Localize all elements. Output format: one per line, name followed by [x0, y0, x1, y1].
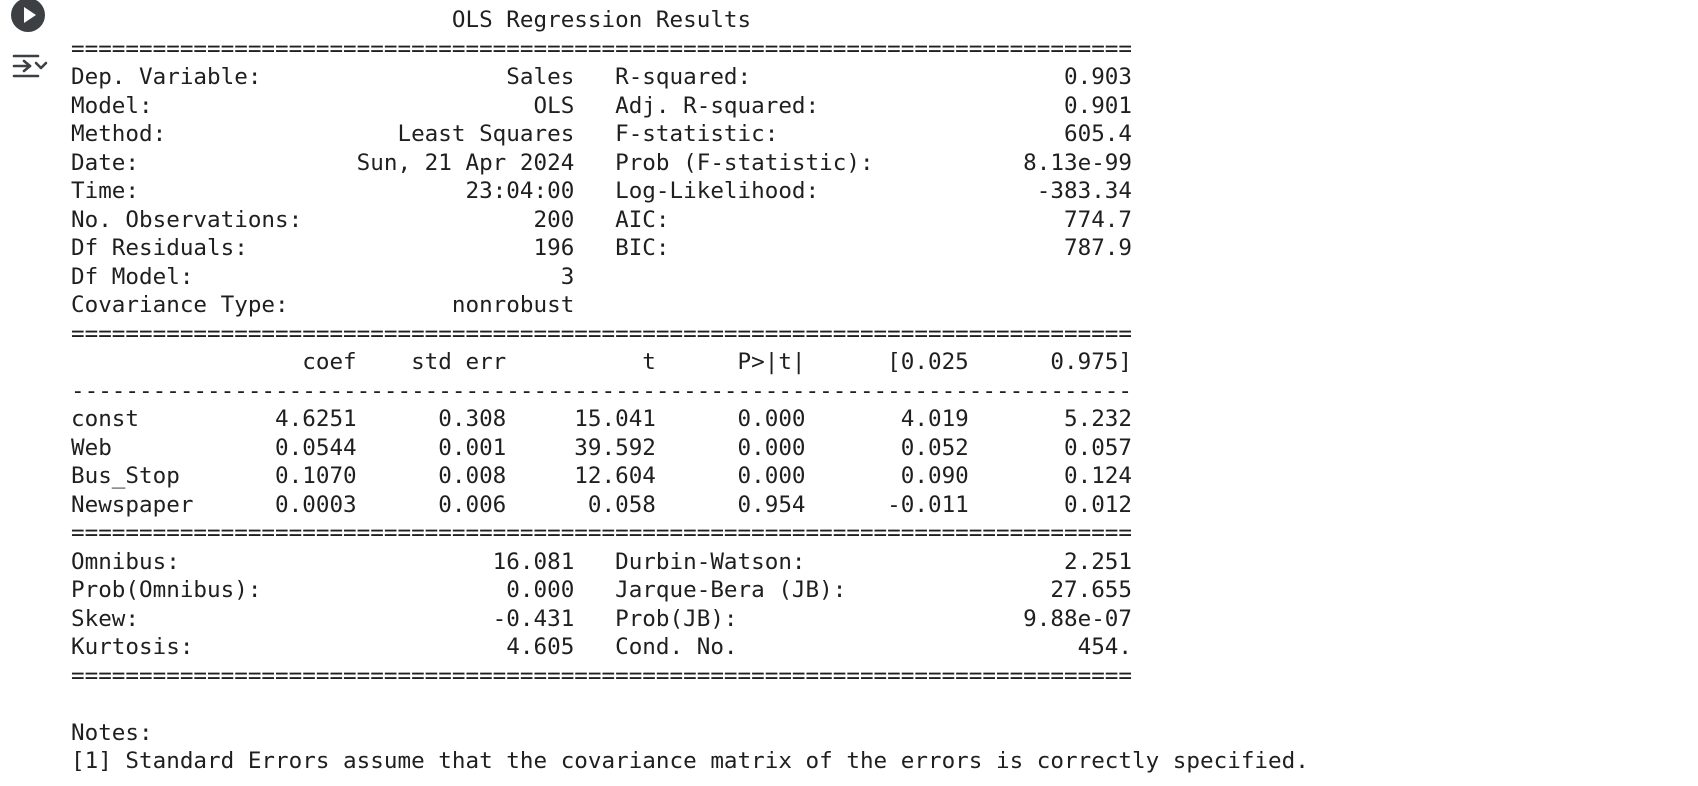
summary-title: OLS Regression Results: [71, 7, 1133, 33]
model-info-line: Dep. Variable: Sales R-squared: 0.903: [71, 64, 1133, 90]
coef-table-row: Web 0.0544 0.001 39.592 0.000 0.052 0.05…: [71, 434, 1133, 461]
separator-double: ========================================…: [71, 662, 1133, 689]
diagnostics-line: Omnibus: 16.081 Durbin-Watson: 2.251: [71, 548, 1133, 575]
output-actions-svg: [12, 54, 48, 78]
model-info-line: Covariance Type: nonrobust: [71, 292, 1133, 318]
blank-line: [71, 690, 1309, 719]
coef-table-header: coef std err t P>|t| [0.025 0.975]: [71, 349, 1133, 375]
run-cell-button[interactable]: [11, 0, 45, 32]
separator-double: ========================================…: [71, 320, 1133, 347]
cell-output: OLS Regression Results =================…: [71, 6, 1309, 776]
model-info-line: No. Observations: 200 AIC: 774.7: [71, 206, 1133, 233]
separator-double: ========================================…: [71, 520, 1133, 546]
model-info-line: Df Residuals: 196 BIC: 787.9: [71, 235, 1133, 261]
model-info-line: Method: Least Squares F-statistic: 605.4: [71, 121, 1133, 147]
diagnostics-line: Kurtosis: 4.605 Cond. No. 454.: [71, 634, 1133, 660]
separator-single: ----------------------------------------…: [71, 377, 1133, 404]
coef-table-row: const 4.6251 0.308 15.041 0.000 4.019 5.…: [71, 406, 1133, 432]
model-info-line: Date: Sun, 21 Apr 2024 Prob (F-statistic…: [71, 149, 1133, 176]
separator-double: ========================================…: [71, 35, 1133, 62]
play-icon: [24, 7, 36, 23]
cell-gutter: [0, 0, 60, 786]
model-info-line: Model: OLS Adj. R-squared: 0.901: [71, 92, 1133, 119]
diagnostics-line: Skew: -0.431 Prob(JB): 9.88e-07: [71, 605, 1133, 632]
diagnostics-line: Prob(Omnibus): 0.000 Jarque-Bera (JB): 2…: [71, 577, 1133, 603]
notes-line: [1] Standard Errors assume that the cova…: [71, 748, 1309, 774]
notes-title: Notes:: [71, 719, 153, 746]
output-actions-icon[interactable]: [12, 52, 48, 82]
coef-table-row: Bus_Stop 0.1070 0.008 12.604 0.000 0.090…: [71, 463, 1133, 489]
model-info-line: Df Model: 3: [71, 263, 1133, 290]
coef-table-row: Newspaper 0.0003 0.006 0.058 0.954 -0.01…: [71, 491, 1133, 518]
model-info-line: Time: 23:04:00 Log-Likelihood: -383.34: [71, 178, 1133, 204]
